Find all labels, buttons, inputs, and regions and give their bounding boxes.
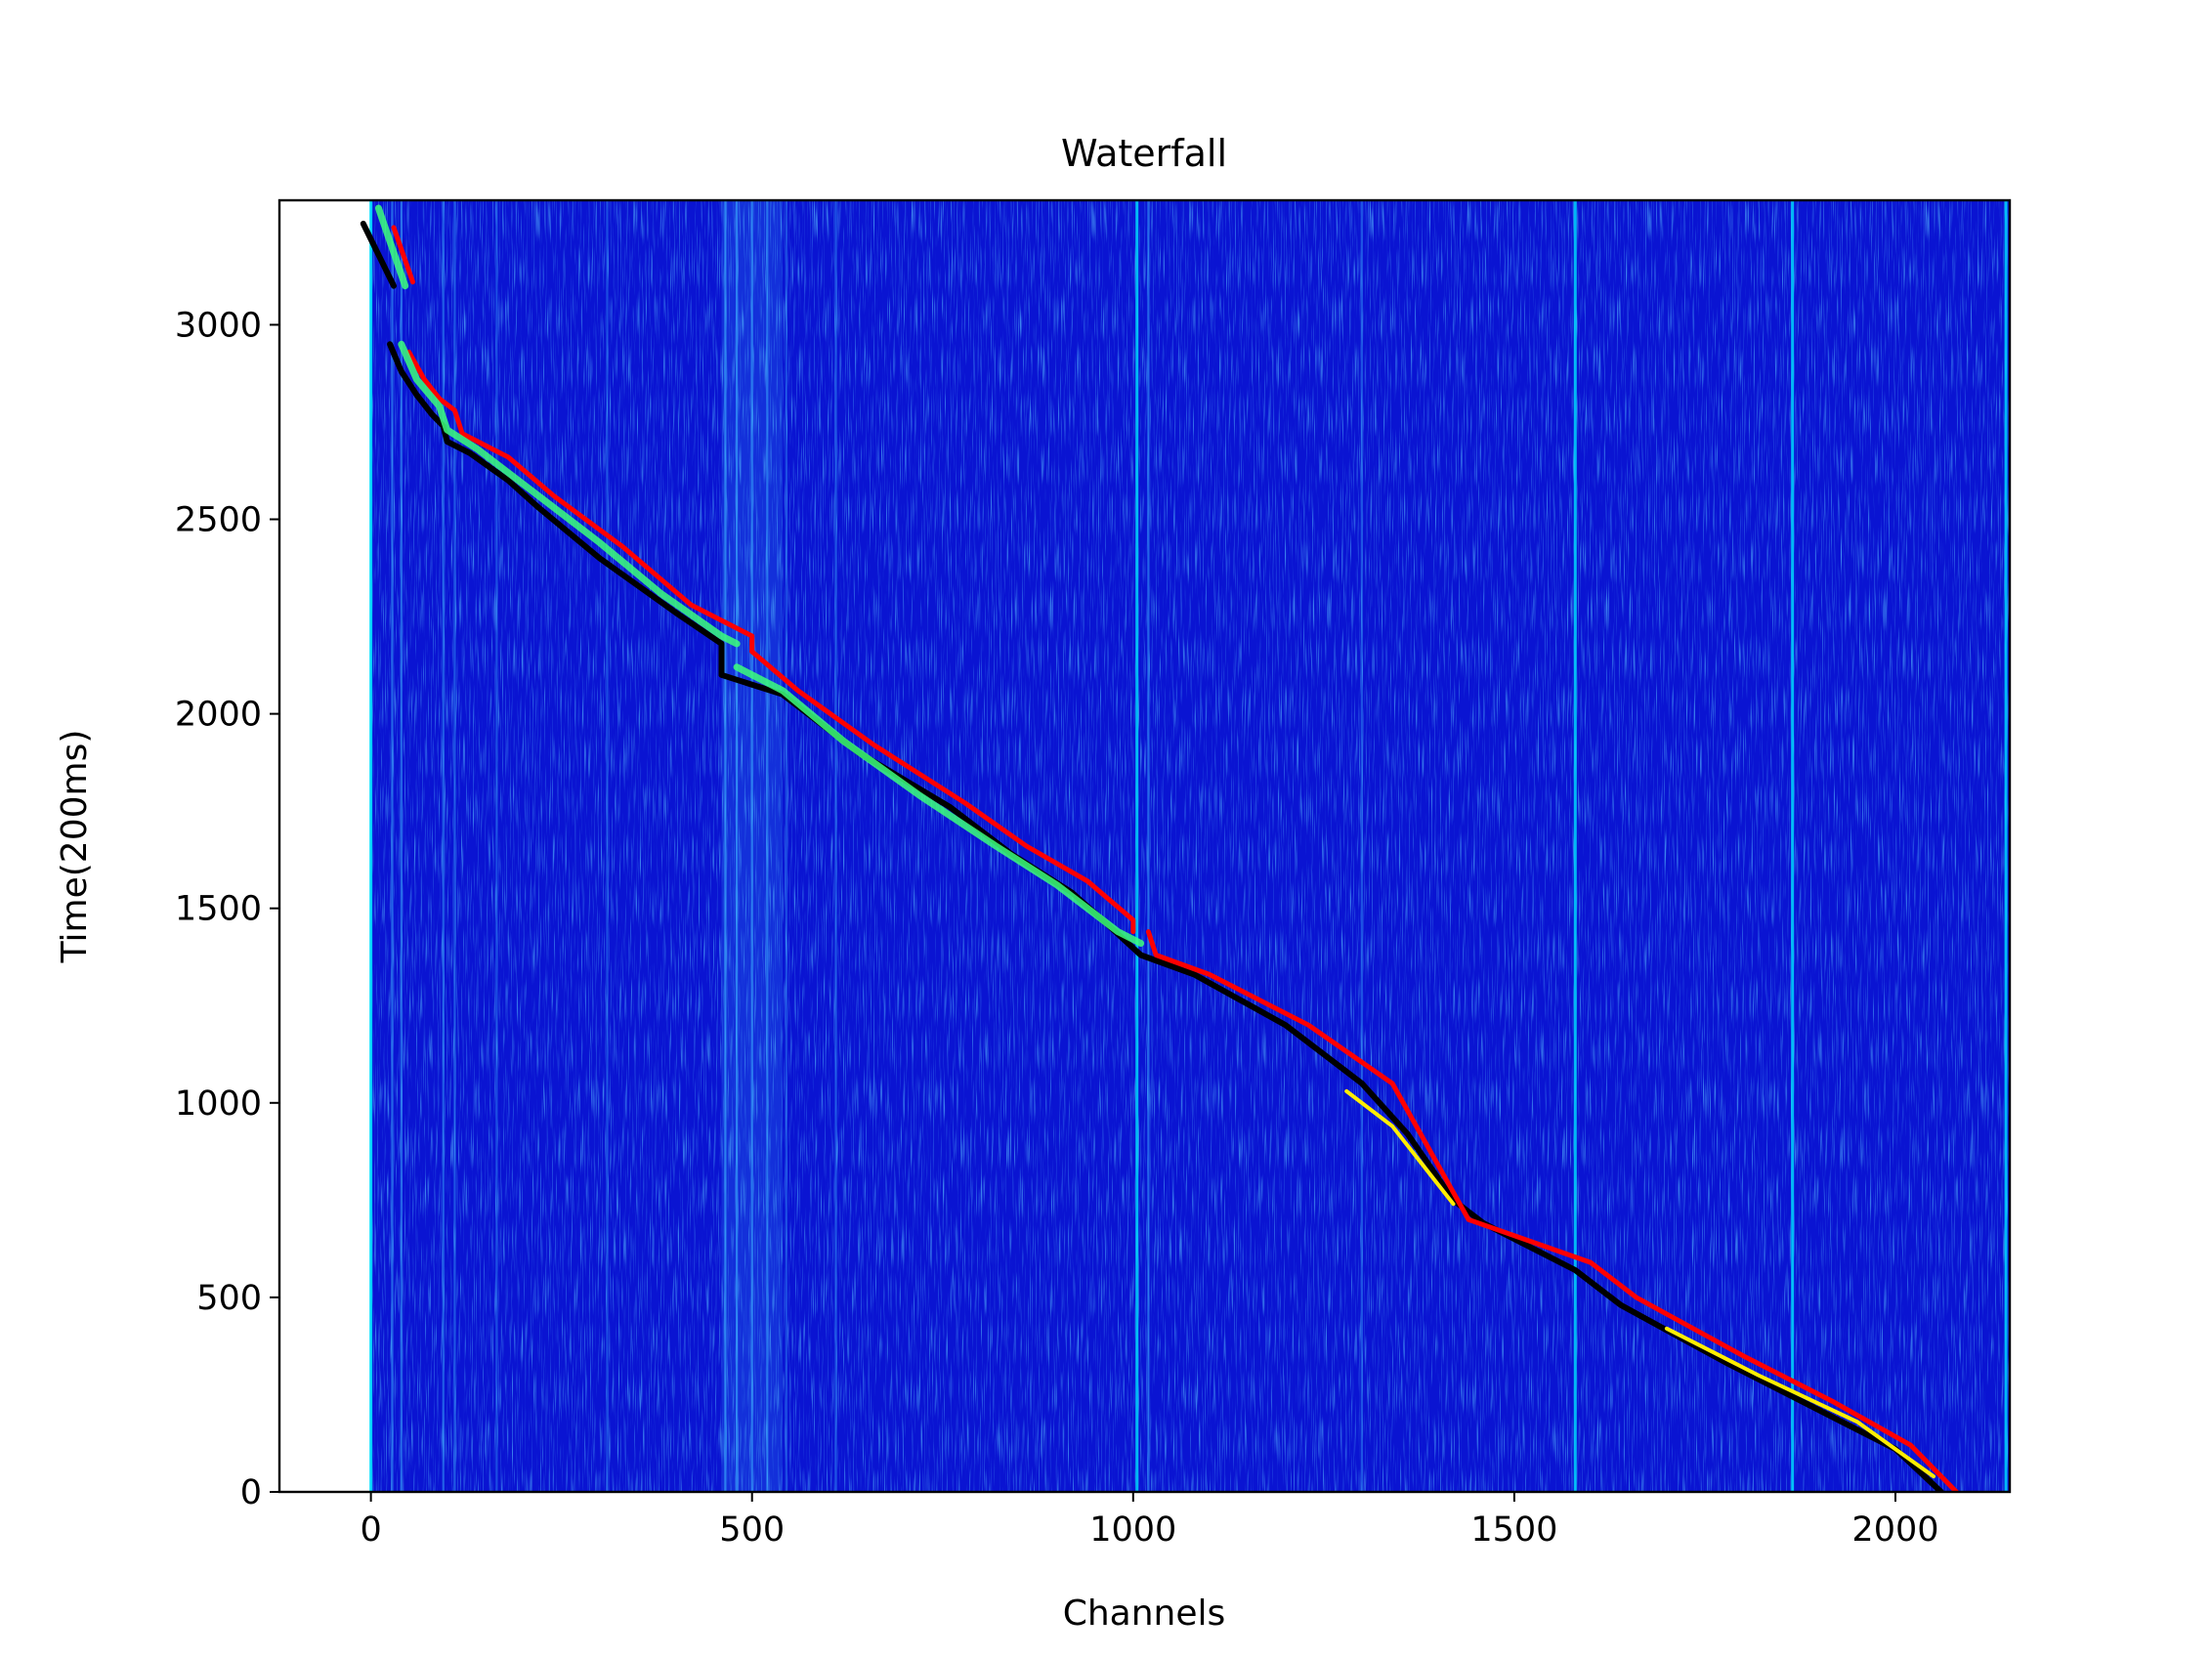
y-axis-ticks: 0 500 1000 1500 2000 2500 3000 [175,306,279,1512]
track-line-segment [398,340,741,648]
y-tick-label: 2000 [175,696,262,735]
x-tick-label: 2000 [1851,1510,1938,1550]
plot-area [360,200,2010,1492]
chart-title: Waterfall [1061,132,1227,175]
y-tick-label: 3000 [175,306,262,345]
x-axis-label: Channels [1063,1594,1226,1634]
track-line-segment [1344,1088,1456,1207]
track-line-segment [360,220,397,289]
y-tick-label: 1000 [175,1084,262,1124]
track-line-segment [387,341,725,678]
y-axis-label: Time(200ms) [55,730,95,964]
y-tick-label: 2500 [175,501,262,540]
y-tick-label: 0 [240,1473,262,1512]
x-tick-label: 1500 [1470,1510,1557,1550]
track-line-segment [374,204,409,290]
x-axis-ticks: 0 500 1000 1500 2000 [360,1492,1939,1550]
tracking-lines [360,204,1959,1492]
track-line-segment [406,349,755,655]
track-line-segment [1145,929,1959,1492]
track-line-segment [1664,1326,1936,1479]
track-line-segment [749,649,1136,935]
track-line-segment [733,663,1145,947]
track-line-segment [391,225,415,285]
x-tick-label: 500 [719,1510,785,1550]
x-tick-label: 1000 [1089,1510,1176,1550]
x-tick-label: 0 [360,1510,381,1550]
track-line-segment [718,671,1944,1492]
heatmap-speckle-noise [370,200,2010,1492]
y-tick-label: 500 [196,1279,262,1318]
heatmap-vertical-streaks [369,200,2008,1492]
axes-frame [277,198,2012,1494]
y-tick-label: 1500 [175,890,262,929]
